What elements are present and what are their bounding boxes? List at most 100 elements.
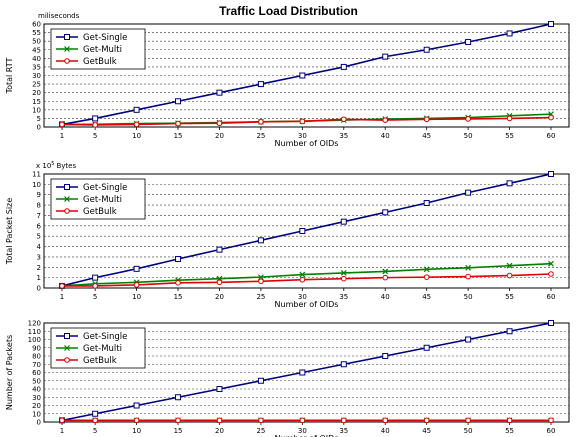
series-getbulk <box>59 417 554 424</box>
legend-marker <box>64 208 70 214</box>
data-point <box>92 274 99 281</box>
x-tick-label: 40 <box>381 293 390 301</box>
data-point <box>299 417 306 424</box>
x-tick-label: 5 <box>93 293 97 301</box>
x-tick-label: 15 <box>174 132 183 140</box>
y-tick-label: 100 <box>28 336 41 344</box>
data-point <box>92 115 99 122</box>
data-point <box>382 117 389 123</box>
x-tick-label: 5 <box>93 132 97 140</box>
data-point <box>92 417 98 424</box>
y-tick-label: 90 <box>32 344 41 352</box>
y-tick-label: 9 <box>37 191 41 199</box>
x-tick-label: 55 <box>505 132 514 140</box>
y-tick-label: 70 <box>32 361 41 369</box>
x-tick-label: 10 <box>132 293 141 301</box>
legend: Get-Single Get-Multi GetBulk <box>50 28 146 70</box>
data-point <box>423 417 430 424</box>
legend-label: GetBulk <box>83 207 117 217</box>
data-point <box>423 200 430 207</box>
data-point <box>216 386 223 392</box>
data-point <box>506 30 513 37</box>
x-tick-label: 1 <box>60 132 64 140</box>
data-point <box>506 262 513 269</box>
data-point <box>340 361 347 368</box>
data-point <box>340 63 347 70</box>
y-tick-label: 80 <box>32 353 41 361</box>
data-point <box>382 417 389 424</box>
x-tick-label: 25 <box>256 427 265 435</box>
x-axis-label: Number of OIDs <box>275 434 339 437</box>
data-point <box>548 171 554 177</box>
data-point <box>257 274 264 281</box>
data-point <box>216 279 223 286</box>
y-tick-label: 0 <box>37 419 41 427</box>
x-tick-label: 60 <box>547 132 556 140</box>
data-point <box>382 53 389 60</box>
data-point <box>216 246 223 253</box>
data-point <box>299 271 306 278</box>
x-tick-label: 45 <box>422 293 431 301</box>
x-tick-label: 20 <box>215 293 224 301</box>
data-point <box>465 189 472 196</box>
x-tick-label: 15 <box>174 427 183 435</box>
x-tick-label: 15 <box>174 293 183 301</box>
data-point <box>133 106 140 113</box>
x-tick-label: 5 <box>93 427 97 435</box>
x-tick-label: 50 <box>464 427 473 435</box>
data-point <box>92 283 98 289</box>
data-point <box>465 116 471 122</box>
x-tick-label: 35 <box>339 427 348 435</box>
data-point <box>423 344 430 351</box>
y-tick-label: 0 <box>37 124 41 132</box>
data-point <box>59 417 65 424</box>
y-tick-label: 25 <box>32 81 41 89</box>
y-tick-label: 45 <box>32 46 41 54</box>
data-point <box>133 282 140 288</box>
x-tick-label: 60 <box>547 427 556 435</box>
legend-label: GetBulk <box>83 57 117 67</box>
data-point <box>133 417 140 424</box>
x-axis-label: Number of OIDs <box>275 300 339 309</box>
x-tick-label: 30 <box>298 132 307 140</box>
data-point <box>133 265 140 272</box>
x-tick-label: 45 <box>422 132 431 140</box>
y-tick-label: 8 <box>37 202 41 210</box>
data-point <box>59 121 65 128</box>
legend-label: Get-Multi <box>83 195 122 205</box>
unit-note-suffix: Bytes <box>56 162 76 170</box>
data-point <box>175 120 181 127</box>
x-tick-label: 45 <box>422 427 431 435</box>
data-point <box>175 255 182 262</box>
data-point <box>340 218 347 225</box>
data-point <box>548 271 554 277</box>
y-tick-label: 6 <box>37 222 42 230</box>
data-point <box>382 274 389 281</box>
legend-label: Get-Single <box>83 332 127 342</box>
data-point <box>340 270 347 276</box>
data-point <box>175 394 182 401</box>
x-tick-label: 50 <box>464 132 473 140</box>
data-point <box>133 121 140 128</box>
data-point <box>299 72 306 79</box>
x-tick-label: 30 <box>298 427 307 435</box>
data-point <box>506 115 513 122</box>
x-tick-label: 50 <box>464 293 473 301</box>
data-point <box>382 209 389 216</box>
y-tick-label: 40 <box>32 386 41 394</box>
legend-marker <box>64 34 70 40</box>
data-point <box>175 98 182 105</box>
data-point <box>382 353 389 359</box>
x-tick-label: 10 <box>132 132 141 140</box>
data-point <box>257 81 264 88</box>
y-tick-label: 20 <box>32 402 41 410</box>
data-point <box>465 264 472 271</box>
legend-marker <box>64 333 70 339</box>
y-tick-label: 4 <box>37 243 42 251</box>
y-tick-label: 55 <box>32 29 41 37</box>
series-getbulk <box>59 114 554 128</box>
unit-note: x 105 Bytes <box>36 161 76 170</box>
